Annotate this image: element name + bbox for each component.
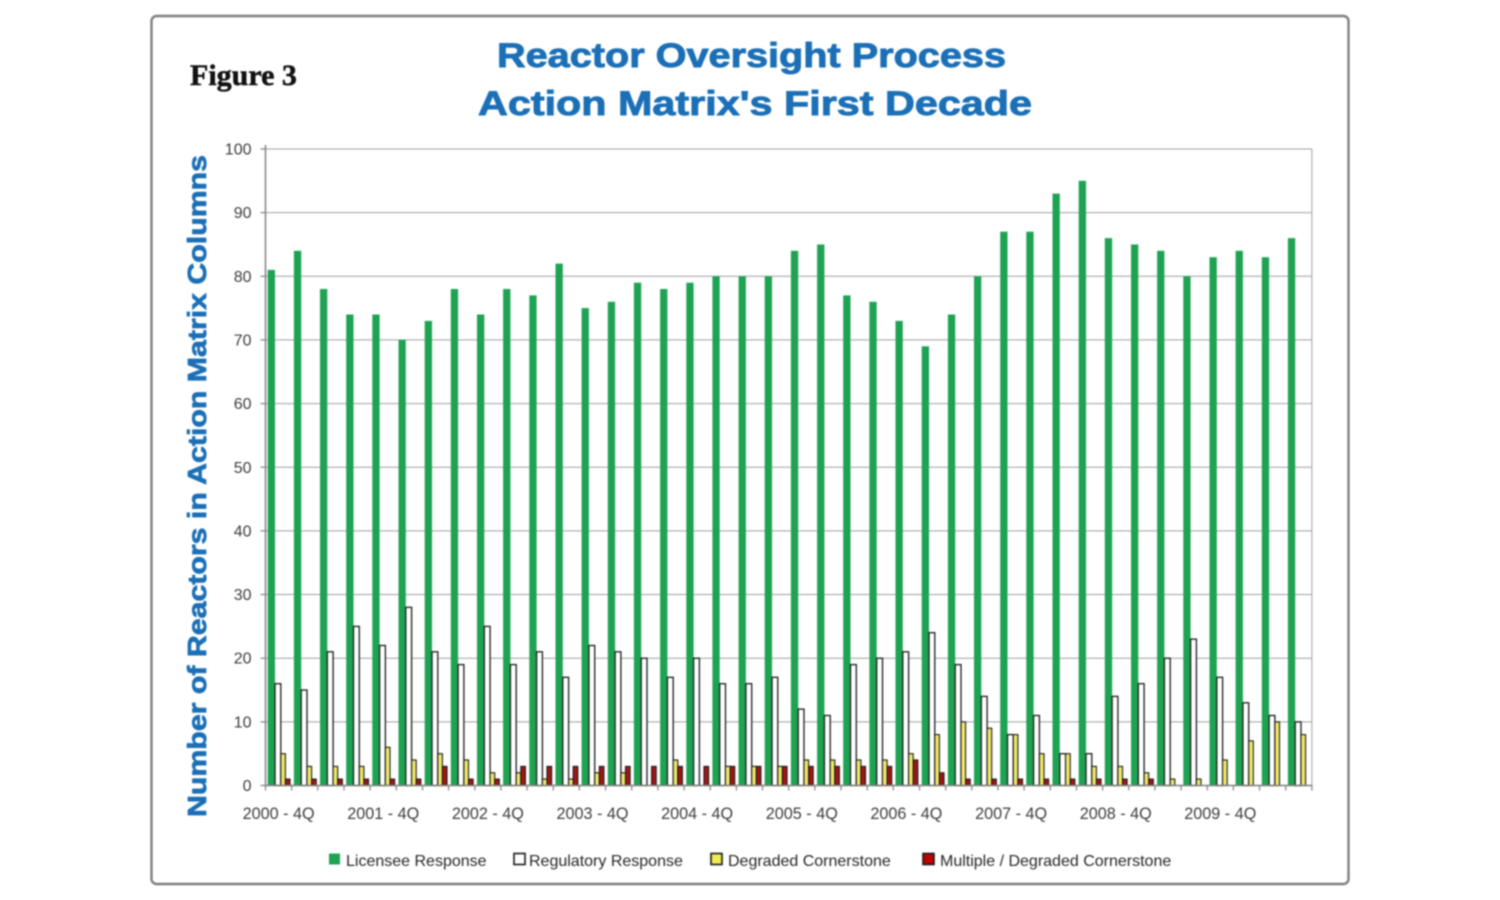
svg-text:Regulatory Response: Regulatory Response	[529, 853, 683, 870]
svg-text:2009 - 4Q: 2009 - 4Q	[1184, 805, 1256, 823]
svg-text:Licensee Response: Licensee Response	[346, 853, 487, 870]
svg-text:2003 - 4Q: 2003 - 4Q	[557, 805, 629, 823]
svg-text:2001 - 4Q: 2001 - 4Q	[347, 805, 419, 823]
svg-text:90: 90	[234, 205, 252, 222]
svg-text:2004 - 4Q: 2004 - 4Q	[661, 805, 733, 823]
svg-text:30: 30	[234, 587, 252, 604]
svg-text:100: 100	[225, 142, 252, 159]
svg-text:70: 70	[234, 332, 252, 349]
svg-text:Action Matrix's First Decade: Action Matrix's First Decade	[478, 85, 1032, 123]
svg-text:20: 20	[234, 651, 252, 668]
svg-text:2007 - 4Q: 2007 - 4Q	[975, 805, 1047, 823]
svg-text:2006 - 4Q: 2006 - 4Q	[870, 805, 942, 823]
svg-text:Figure 3: Figure 3	[190, 59, 297, 92]
svg-text:10: 10	[234, 714, 252, 731]
svg-text:Reactor Oversight Process: Reactor Oversight Process	[497, 37, 1006, 75]
svg-text:80: 80	[234, 269, 252, 286]
svg-text:Multiple / Degraded Cornerston: Multiple / Degraded Cornerstone	[940, 853, 1171, 870]
svg-text:2000 - 4Q: 2000 - 4Q	[243, 805, 315, 823]
svg-text:2005 - 4Q: 2005 - 4Q	[766, 805, 838, 823]
svg-text:2008 - 4Q: 2008 - 4Q	[1080, 805, 1152, 823]
svg-text:Degraded Cornerstone: Degraded Cornerstone	[728, 853, 891, 870]
svg-text:Number of Reactors in Action M: Number of Reactors in Action Matrix Colu…	[182, 155, 212, 817]
svg-text:0: 0	[243, 778, 252, 795]
svg-text:60: 60	[234, 396, 252, 413]
svg-text:40: 40	[234, 523, 252, 540]
svg-text:50: 50	[234, 460, 252, 477]
svg-text:2002 - 4Q: 2002 - 4Q	[452, 805, 524, 823]
